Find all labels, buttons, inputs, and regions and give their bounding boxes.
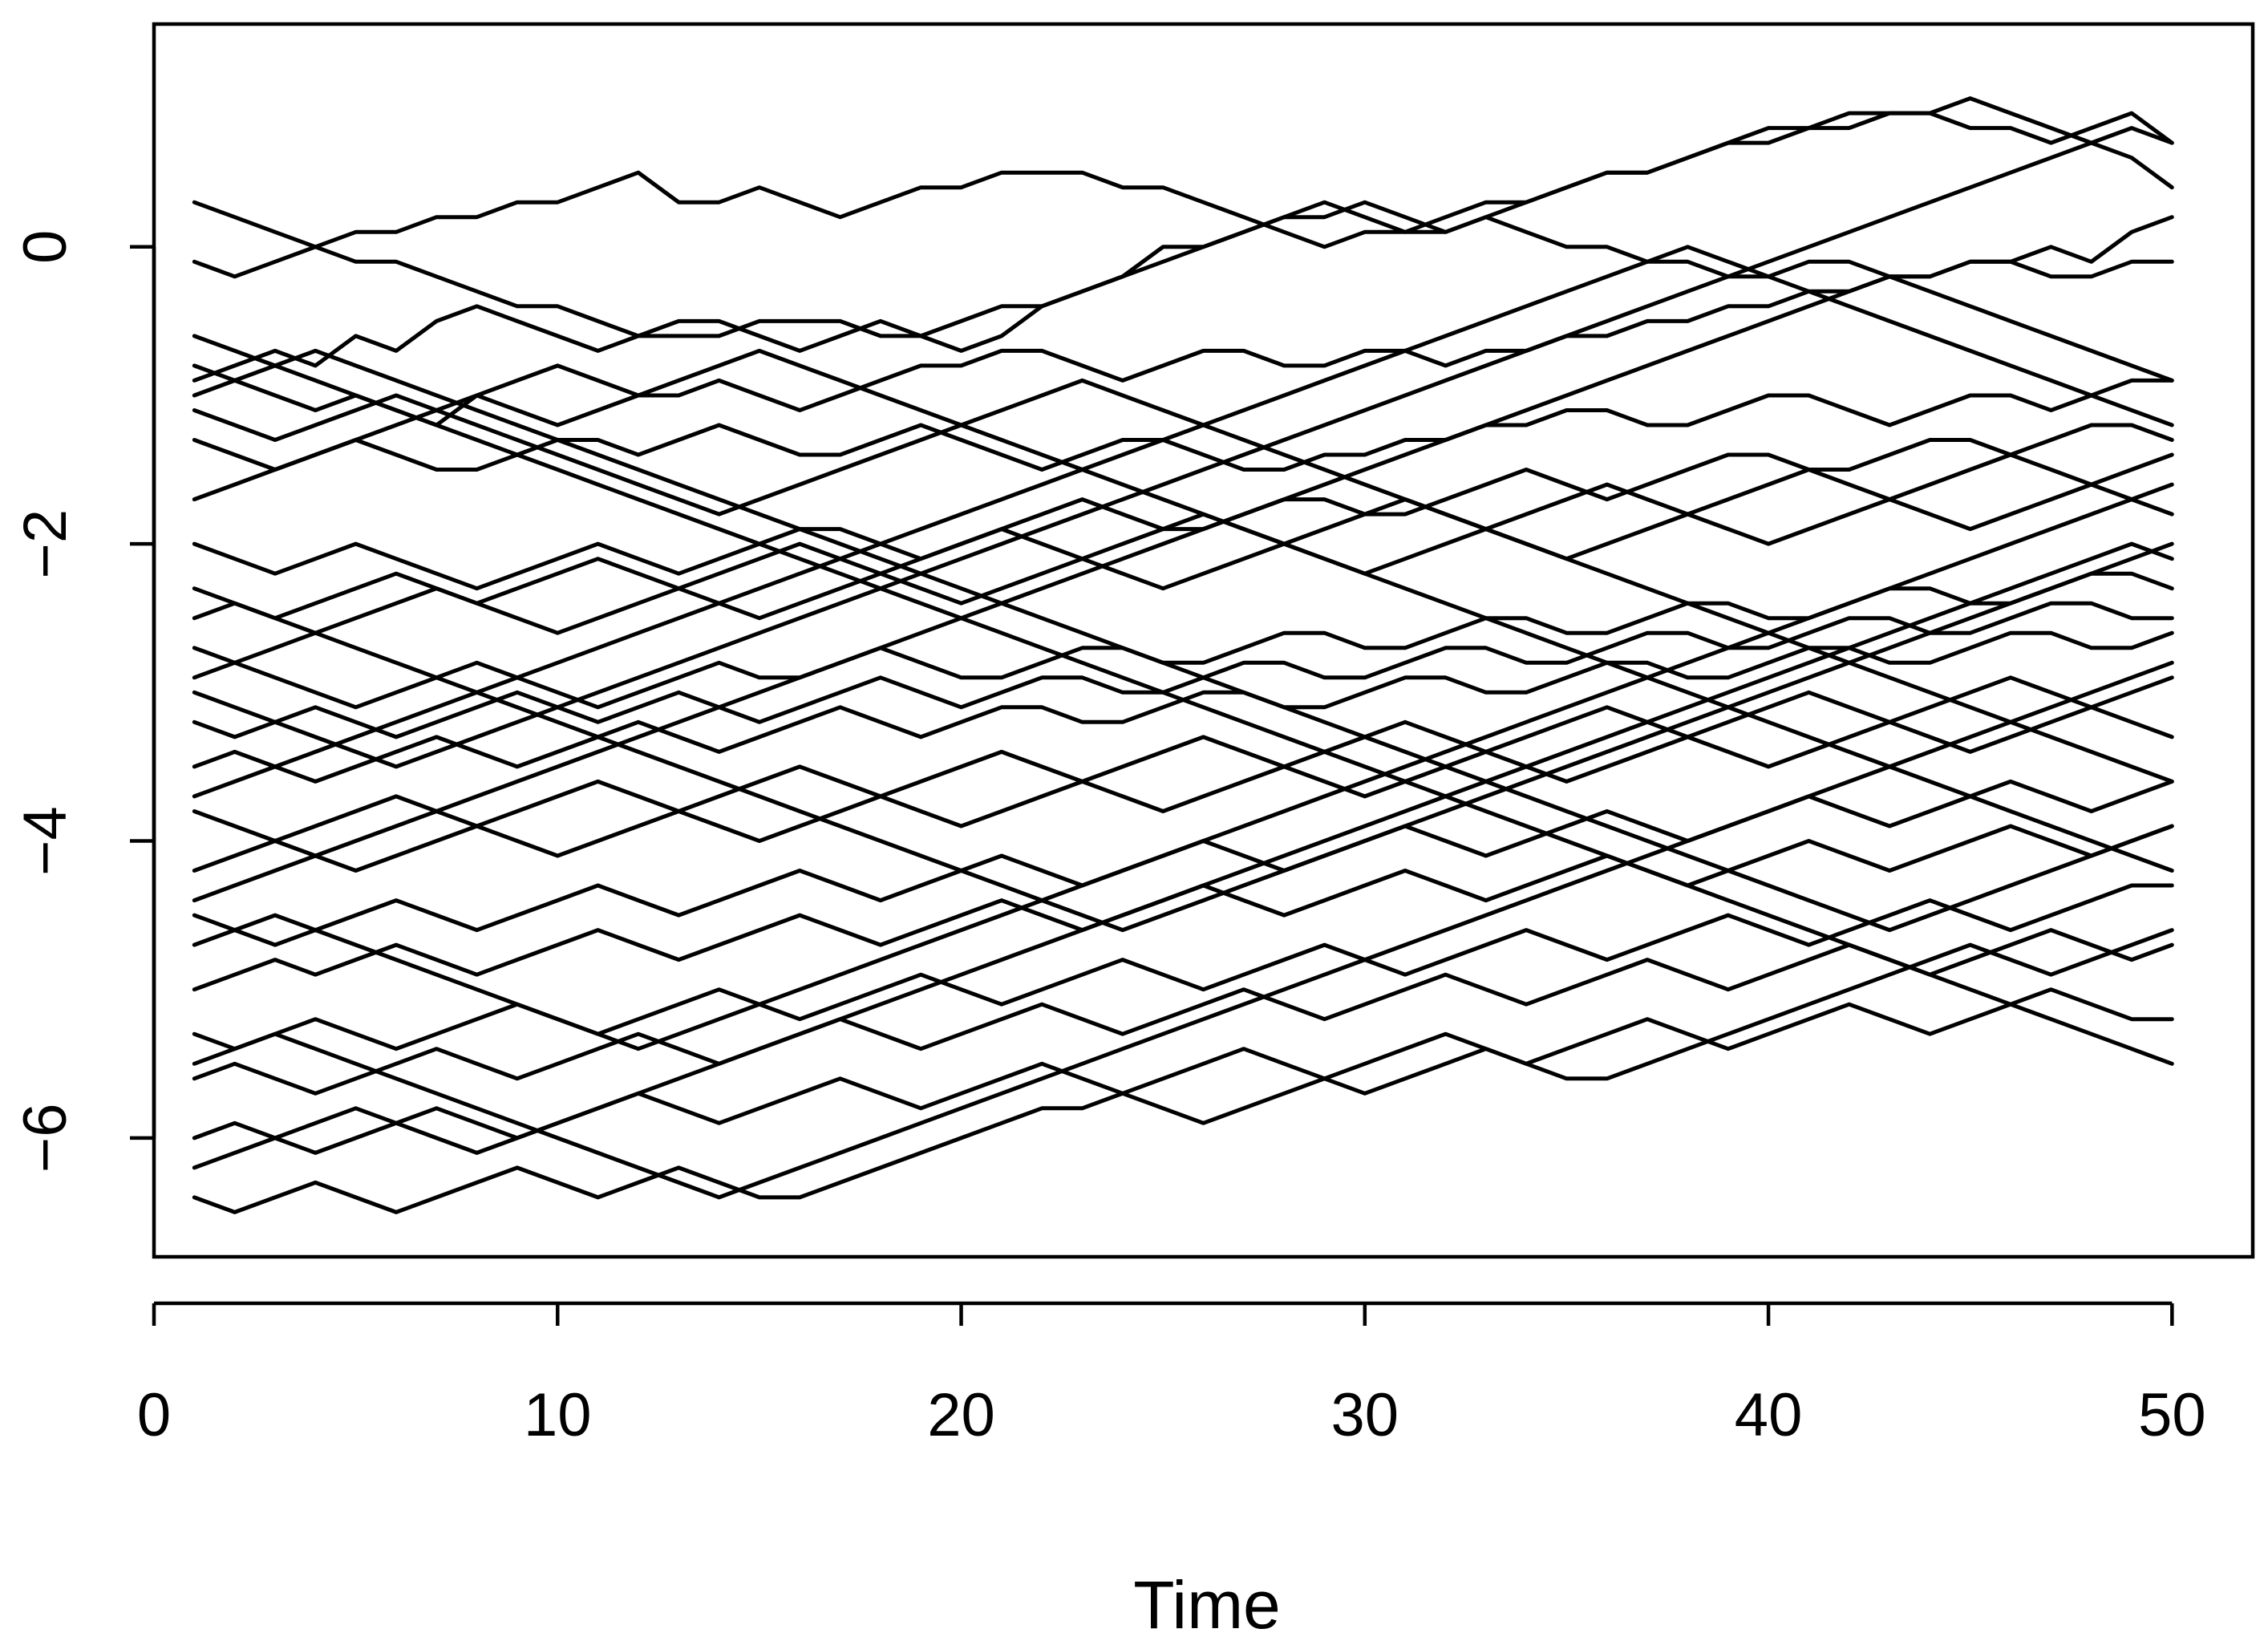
x-axis-title: Time xyxy=(1133,1567,1281,1643)
series-layer xyxy=(192,96,2174,1214)
series-line-19 xyxy=(192,541,2174,1170)
x-tick-label: 30 xyxy=(1331,1381,1399,1449)
x-tick-label: 40 xyxy=(1735,1381,1803,1449)
x-tick-label: 10 xyxy=(524,1381,592,1449)
series-line-11 xyxy=(192,675,2174,843)
plot-frame xyxy=(152,22,2255,1259)
series-line-29 xyxy=(192,274,2174,903)
series-line-27 xyxy=(192,541,2174,933)
series-line-4 xyxy=(192,259,2174,427)
series-line-21 xyxy=(192,348,2174,873)
y-tick-label: 0 xyxy=(11,230,79,264)
series-line-3 xyxy=(192,200,2174,383)
series-line-1 xyxy=(192,96,2174,338)
series-line-2 xyxy=(192,111,2174,279)
series-line-23 xyxy=(192,126,2174,769)
series-line-7 xyxy=(192,482,2174,635)
series-line-26 xyxy=(192,348,2174,933)
series-line-28 xyxy=(192,378,2174,784)
series-line-22 xyxy=(192,452,2174,621)
series-line-16 xyxy=(192,928,2174,1096)
y-tick-label: −2 xyxy=(11,509,79,579)
x-axis: 0 10 20 30 40 50 xyxy=(137,1301,2206,1449)
series-line-9 xyxy=(192,601,2174,739)
series-line-20 xyxy=(192,334,2174,1066)
y-tick-label: −4 xyxy=(11,806,79,876)
series-line-18 xyxy=(192,928,2174,1214)
series-line-10 xyxy=(192,630,2174,784)
x-tick-label: 20 xyxy=(927,1381,995,1449)
series-line-12 xyxy=(192,705,2174,873)
y-tick-label: −6 xyxy=(11,1104,79,1173)
x-tick-label: 50 xyxy=(2138,1381,2206,1449)
series-line-15 xyxy=(192,883,2174,1051)
series-line-30 xyxy=(192,660,2174,1200)
x-tick-label: 0 xyxy=(137,1381,171,1449)
series-line-6 xyxy=(192,423,2174,591)
y-axis: −6 −4 −2 0 xyxy=(11,230,156,1173)
series-line-25 xyxy=(192,245,2174,799)
series-line-5 xyxy=(192,378,2174,472)
series-line-24 xyxy=(192,482,2174,1051)
